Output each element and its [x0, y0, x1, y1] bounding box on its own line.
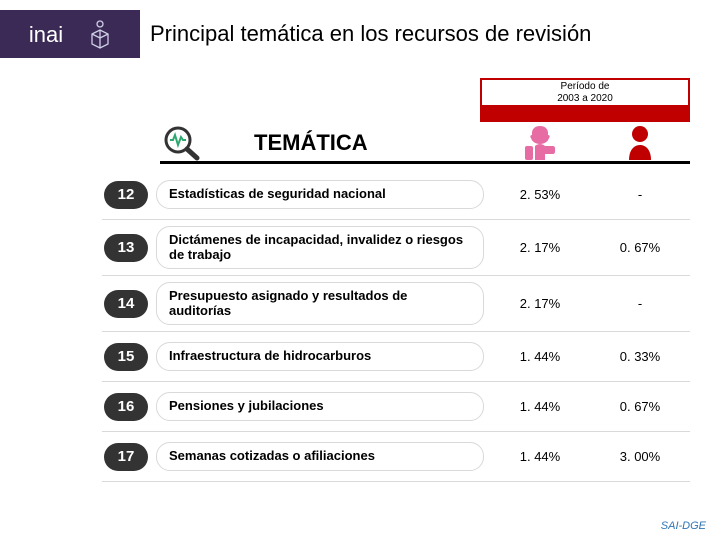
- page-title: Principal temática en los recursos de re…: [150, 10, 591, 58]
- table-row: 14 Presupuesto asignado y resultados de a…: [102, 276, 690, 332]
- row-number-pill: 13: [104, 234, 148, 262]
- row-value-female: 1. 44%: [490, 332, 590, 381]
- tematica-table: 12 Estadísticas de seguridad nacional2. 5…: [102, 170, 690, 482]
- row-number-cell: 15: [102, 332, 150, 381]
- row-number-cell: 14: [102, 276, 150, 331]
- row-topic-label: Dictámenes de incapacidad, invalidez o r…: [156, 226, 484, 270]
- row-value-male: 0. 67%: [590, 220, 690, 275]
- row-number-cell: 12: [102, 170, 150, 219]
- row-topic-cell: Estadísticas de seguridad nacional: [150, 170, 490, 219]
- column-header-icons: [490, 122, 690, 164]
- period-badge: Período de 2003 a 2020: [480, 78, 690, 122]
- logo-box: inai: [0, 10, 140, 58]
- svg-text:inai: inai: [29, 22, 63, 47]
- period-line2: 2003 a 2020: [557, 93, 613, 104]
- table-row: 15 Infraestructura de hidrocarburos1. 44%…: [102, 332, 690, 382]
- period-line1: Período de: [561, 81, 610, 92]
- row-value-female: 1. 44%: [490, 382, 590, 431]
- period-text: Período de 2003 a 2020: [482, 80, 688, 105]
- header-bar: inai Principal temática en los recursos …: [0, 10, 720, 58]
- male-column-icon: [590, 122, 690, 164]
- row-number-cell: 17: [102, 432, 150, 481]
- row-value-male: -: [590, 276, 690, 331]
- male-icon: [623, 124, 657, 162]
- period-accent: [482, 105, 688, 120]
- female-column-icon: [490, 122, 590, 164]
- row-topic-label: Pensiones y jubilaciones: [156, 392, 484, 421]
- row-topic-cell: Semanas cotizadas o afiliaciones: [150, 432, 490, 481]
- tematica-icon: [160, 125, 206, 161]
- row-value-male: 3. 00%: [590, 432, 690, 481]
- row-number-pill: 16: [104, 393, 148, 421]
- table-row: 17 Semanas cotizadas o afiliaciones1. 44%…: [102, 432, 690, 482]
- row-number-pill: 14: [104, 290, 148, 318]
- row-value-female: 2. 53%: [490, 170, 590, 219]
- row-number-cell: 13: [102, 220, 150, 275]
- tematica-label: TEMÁTICA: [206, 130, 368, 156]
- row-topic-label: Presupuesto asignado y resultados de aud…: [156, 282, 484, 326]
- female-icon: [523, 124, 557, 162]
- row-topic-label: Infraestructura de hidrocarburos: [156, 342, 484, 371]
- row-topic-cell: Infraestructura de hidrocarburos: [150, 332, 490, 381]
- table-row: 13 Dictámenes de incapacidad, invalidez o…: [102, 220, 690, 276]
- footer-label: SAI-DGE: [661, 520, 706, 532]
- magnifier-pulse-icon: [161, 125, 205, 161]
- row-value-female: 1. 44%: [490, 432, 590, 481]
- row-topic-label: Estadísticas de seguridad nacional: [156, 180, 484, 209]
- page: inai Principal temática en los recursos …: [0, 0, 720, 540]
- row-value-female: 2. 17%: [490, 276, 590, 331]
- table-row: 16 Pensiones y jubilaciones1. 44%0. 67%: [102, 382, 690, 432]
- row-topic-cell: Dictámenes de incapacidad, invalidez o r…: [150, 220, 490, 275]
- row-number-pill: 15: [104, 343, 148, 371]
- row-number-pill: 12: [104, 181, 148, 209]
- row-value-male: 0. 33%: [590, 332, 690, 381]
- row-value-male: -: [590, 170, 690, 219]
- table-row: 12 Estadísticas de seguridad nacional2. 5…: [102, 170, 690, 220]
- row-value-male: 0. 67%: [590, 382, 690, 431]
- row-number-pill: 17: [104, 443, 148, 471]
- row-topic-cell: Pensiones y jubilaciones: [150, 382, 490, 431]
- row-number-cell: 16: [102, 382, 150, 431]
- inai-logo-icon: inai: [10, 14, 130, 54]
- row-topic-cell: Presupuesto asignado y resultados de aud…: [150, 276, 490, 331]
- row-value-female: 2. 17%: [490, 220, 590, 275]
- row-topic-label: Semanas cotizadas o afiliaciones: [156, 442, 484, 471]
